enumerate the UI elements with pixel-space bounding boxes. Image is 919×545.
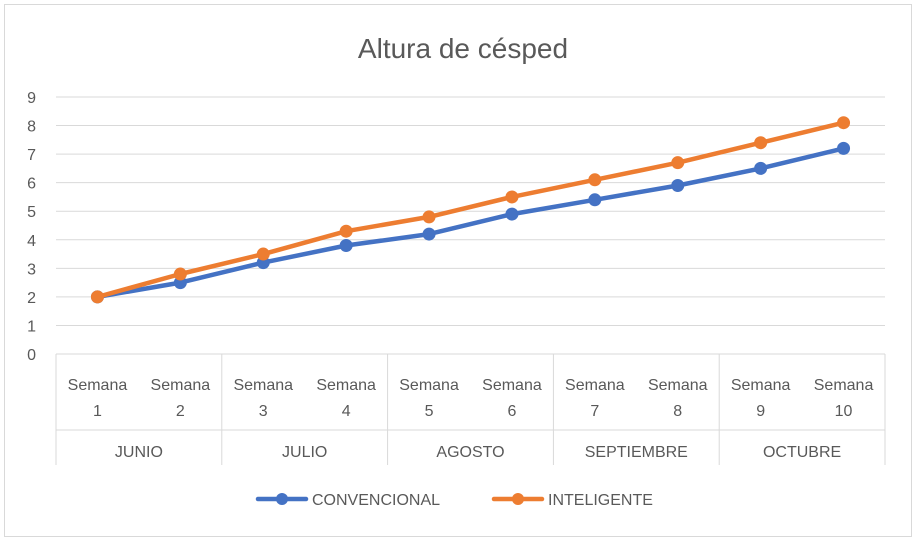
legend-swatch-marker: [276, 493, 288, 505]
x-tick-label-line2: 6: [507, 403, 516, 420]
data-point: [505, 190, 519, 204]
data-point: [754, 161, 768, 175]
data-point: [754, 136, 768, 150]
x-tick-label-line2: 2: [176, 403, 185, 420]
x-tick-label-line2: 5: [425, 403, 434, 420]
data-point: [671, 156, 685, 170]
x-group-label: JUNIO: [115, 444, 163, 461]
x-tick-label-line1: Semana: [814, 377, 874, 394]
x-tick-label-line1: Semana: [316, 377, 376, 394]
data-point: [588, 193, 602, 207]
y-tick-label: 7: [27, 147, 36, 164]
x-tick-label-line2: 9: [756, 403, 765, 420]
data-point: [256, 247, 270, 261]
data-point: [671, 179, 685, 193]
data-point: [422, 210, 436, 224]
series-line-inteligente: [95, 120, 846, 300]
data-point: [422, 227, 436, 241]
x-group-label: AGOSTO: [436, 444, 504, 461]
y-tick-label: 5: [27, 204, 36, 221]
x-tick-label-line2: 1: [93, 403, 102, 420]
y-tick-label: 0: [27, 347, 36, 364]
legend-label: INTELIGENTE: [548, 492, 653, 509]
series-lines: [90, 116, 851, 304]
x-tick-label-line1: Semana: [648, 377, 708, 394]
y-tick-label: 2: [27, 290, 36, 307]
x-tick-label-line1: Semana: [399, 377, 459, 394]
y-tick-label: 1: [27, 318, 36, 335]
data-point: [505, 207, 519, 221]
chart-frame: [4, 4, 912, 537]
x-tick-label-line1: Semana: [151, 377, 211, 394]
data-point: [339, 238, 353, 252]
x-axis: Semana 1 Semana 2 Semana 3 Semana 4 Semana 5 Seman…: [55, 353, 886, 465]
legend-label: CONVENCIONAL: [312, 492, 440, 509]
legend: CONVENCIONAL INTELIGENTE: [255, 492, 653, 509]
data-point: [588, 173, 602, 187]
x-tick-label-line2: 8: [673, 403, 682, 420]
y-tick-label: 4: [27, 233, 36, 250]
x-tick-label-line1: Semana: [565, 377, 625, 394]
data-point: [837, 141, 851, 155]
y-axis-ticks: 0 1 2 3 4 5 6 7 8 9: [27, 90, 36, 364]
x-tick-label-line1: Semana: [68, 377, 128, 394]
y-tick-label: 3: [27, 261, 36, 278]
x-tick-label-line1: Semana: [731, 377, 791, 394]
x-tick-label-line2: 4: [342, 403, 351, 420]
data-point: [339, 224, 353, 238]
data-point: [90, 290, 104, 304]
x-tick-label-line1: Semana: [233, 377, 293, 394]
chart-title: Altura de césped: [358, 33, 568, 64]
x-tick-label-line1: Semana: [482, 377, 542, 394]
series-line-convencional: [95, 146, 846, 300]
data-point: [173, 267, 187, 281]
x-group-label: SEPTIEMBRE: [585, 444, 688, 461]
x-tick-label-line2: 10: [835, 403, 853, 420]
y-tick-label: 6: [27, 176, 36, 193]
y-tick-label: 9: [27, 90, 36, 107]
gridlines: [56, 96, 885, 326]
data-point: [837, 116, 851, 130]
x-tick-label-line2: 7: [590, 403, 599, 420]
x-group-label: JULIO: [282, 444, 327, 461]
x-tick-label-line2: 3: [259, 403, 268, 420]
x-group-label: OCTUBRE: [763, 444, 841, 461]
legend-swatch-marker: [512, 493, 524, 505]
y-tick-label: 8: [27, 119, 36, 136]
